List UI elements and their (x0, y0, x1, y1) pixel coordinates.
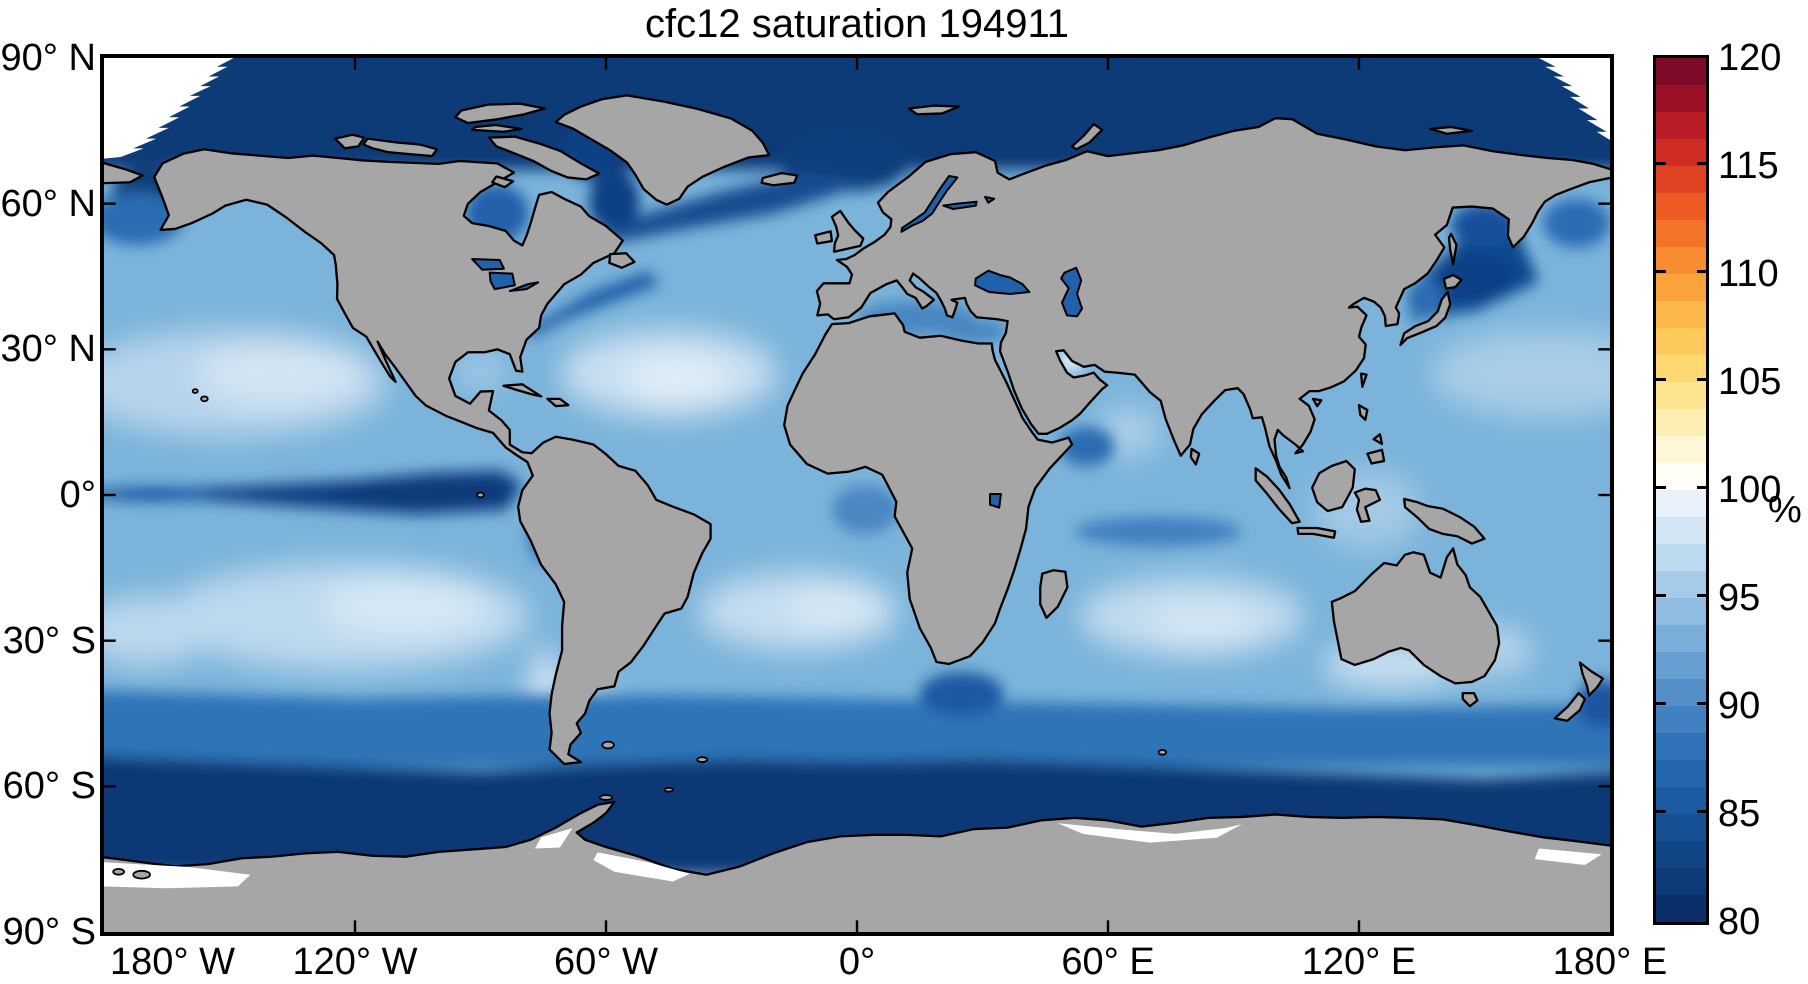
lon-tick-60E: 60° E (1061, 941, 1155, 983)
colorbar-segment (1656, 814, 1706, 841)
colorbar-segment (1656, 328, 1706, 355)
colorbar-segment (1656, 895, 1706, 922)
lat-tick-30S: 30° S (2, 620, 96, 662)
colorbar-tick-105: 105 (1718, 361, 1782, 403)
lon-tick-180E: 180° E (1552, 941, 1668, 983)
colorbar-tick-115: 115 (1718, 145, 1779, 187)
colorbar-tick-mark (1656, 810, 1666, 813)
colorbar-segment (1656, 85, 1706, 112)
colorbar-segment (1656, 355, 1706, 382)
colorbar-segment (1656, 598, 1706, 625)
colorbar-tick-mark (1656, 702, 1666, 705)
axis-tick-marks (104, 58, 1610, 932)
page-title: cfc12 saturation 194911 (644, 2, 1069, 46)
colorbar-segment (1656, 112, 1706, 139)
colorbar-unit: % (1768, 489, 1802, 531)
lat-tick-60N: 60° N (0, 183, 96, 225)
colorbar-segment (1656, 382, 1706, 409)
colorbar-segment (1656, 544, 1706, 571)
colorbar-tick-mark (1656, 162, 1666, 165)
colorbar-tick-95: 95 (1718, 577, 1761, 619)
colorbar-segment (1656, 490, 1706, 517)
colorbar-segment (1656, 760, 1706, 787)
colorbar-segment (1656, 679, 1706, 706)
no-data-white-patches (104, 823, 1602, 889)
colorbar-segment (1656, 571, 1706, 598)
colorbar-tick-120: 120 (1718, 37, 1782, 79)
inland-seas (472, 176, 1082, 508)
world-map (104, 58, 1610, 932)
colorbar-tick-mark (1697, 810, 1707, 813)
lon-tick-120E: 120° E (1301, 941, 1417, 983)
colorbar-segment (1656, 409, 1706, 436)
colorbar-segment (1656, 193, 1706, 220)
continents (104, 95, 1610, 932)
colorbar-tick-90: 90 (1718, 685, 1761, 727)
colorbar-tick-mark (1697, 486, 1707, 489)
colorbar-segment (1656, 436, 1706, 463)
colorbar (1653, 55, 1709, 925)
colorbar-segment (1656, 841, 1706, 868)
colorbar-segment (1656, 220, 1706, 247)
colorbar-tick-mark (1697, 162, 1707, 165)
colorbar-segment (1656, 274, 1706, 301)
colorbar-tick-mark (1697, 702, 1707, 705)
colorbar-segment (1656, 706, 1706, 733)
grid-sawtooth-mask (104, 58, 1610, 159)
colorbar-segment (1656, 733, 1706, 760)
colorbar-segment (1656, 166, 1706, 193)
colorbar-tick-100: 100 (1718, 469, 1782, 511)
colorbar-segment (1656, 463, 1706, 490)
colorbar-tick-110: 110 (1718, 253, 1779, 295)
colorbar-segment (1656, 787, 1706, 814)
colorbar-segment (1656, 301, 1706, 328)
lat-tick-90N: 90° N (0, 37, 96, 79)
lon-tick-0: 0° (838, 941, 876, 983)
colorbar-tick-mark (1656, 594, 1666, 597)
lat-tick-30N: 30° N (0, 328, 96, 370)
colorbar-segment (1656, 868, 1706, 895)
colorbar-tick-mark (1656, 270, 1666, 273)
colorbar-tick-mark (1697, 378, 1707, 381)
colorbar-segment (1656, 58, 1706, 85)
lon-tick-180W: 180° W (110, 941, 236, 983)
colorbar-segment (1656, 625, 1706, 652)
colorbar-tick-85: 85 (1718, 793, 1761, 835)
colorbar-tick-80: 80 (1718, 901, 1761, 943)
lon-tick-60W: 60° W (554, 941, 658, 983)
colorbar-segment (1656, 139, 1706, 166)
colorbar-segment (1656, 247, 1706, 274)
lat-tick-0: 0° (59, 474, 96, 516)
colorbar-tick-mark (1656, 378, 1666, 381)
lat-tick-90S: 90° S (2, 911, 96, 953)
colorbar-tick-mark (1697, 270, 1707, 273)
colorbar-tick-mark (1656, 486, 1666, 489)
colorbar-tick-mark (1697, 594, 1707, 597)
colorbar-segment (1656, 517, 1706, 544)
colorbar-segment (1656, 652, 1706, 679)
lon-tick-120W: 120° W (292, 941, 418, 983)
lat-tick-60S: 60° S (2, 765, 96, 807)
